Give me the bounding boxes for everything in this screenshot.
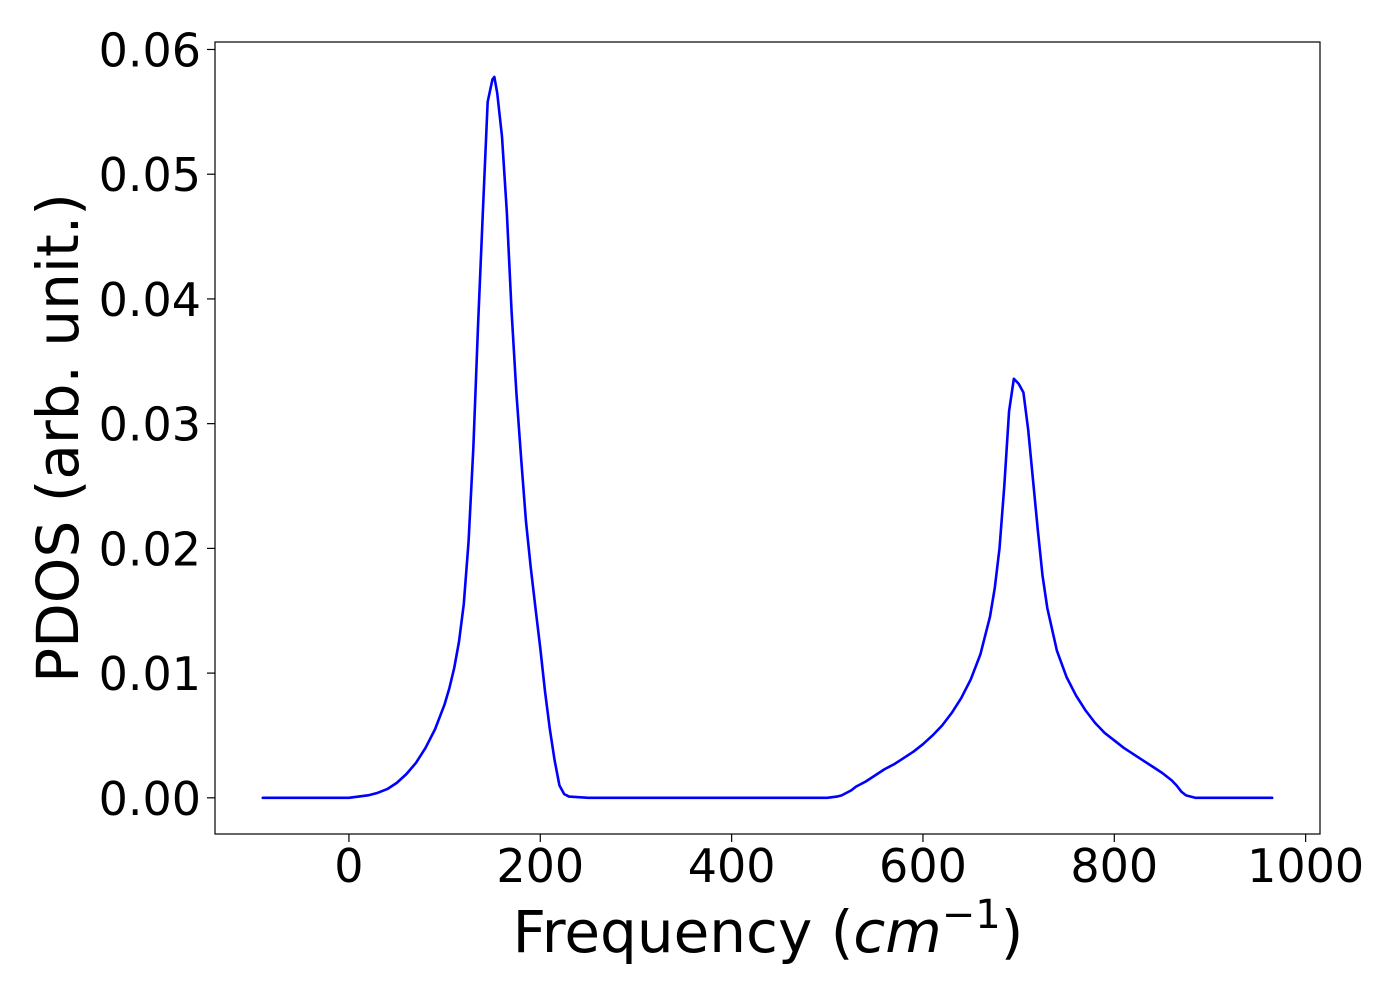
series-line-0 xyxy=(261,75,1274,800)
y-tick-label: 0.02 xyxy=(99,522,201,576)
x-tick-label: 600 xyxy=(879,839,967,893)
y-tick-label: 0.00 xyxy=(99,772,201,826)
x-axis-label-suffix: ) xyxy=(1001,898,1024,966)
x-tick-label: 400 xyxy=(688,839,776,893)
y-axis-ticks: 0.00 0.01 0.02 0.03 0.04 0.05 0.06 xyxy=(99,23,215,826)
x-axis-label-exponent: −1 xyxy=(942,892,1001,938)
x-axis-label: Frequency (cm−1) xyxy=(513,892,1024,966)
x-tick-label: 0 xyxy=(334,839,363,893)
x-axis-ticks: 0 200 400 600 800 1000 xyxy=(334,834,1364,893)
x-tick-label: 1000 xyxy=(1247,839,1364,893)
y-axis-label: PDOS (arb. unit.) xyxy=(24,193,92,683)
axes-frame xyxy=(214,41,1321,835)
y-tick-label: 0.04 xyxy=(99,273,201,327)
x-axis-label-prefix: Frequency ( xyxy=(513,898,854,966)
y-tick-label: 0.06 xyxy=(99,23,201,77)
y-tick-label: 0.03 xyxy=(99,398,201,452)
y-tick-label: 0.05 xyxy=(99,148,201,202)
x-tick-label: 800 xyxy=(1070,839,1158,893)
x-axis-label-unit: cm xyxy=(853,898,941,966)
x-tick-label: 200 xyxy=(496,839,584,893)
y-tick-label: 0.01 xyxy=(99,647,201,701)
plot-area xyxy=(214,41,1321,835)
